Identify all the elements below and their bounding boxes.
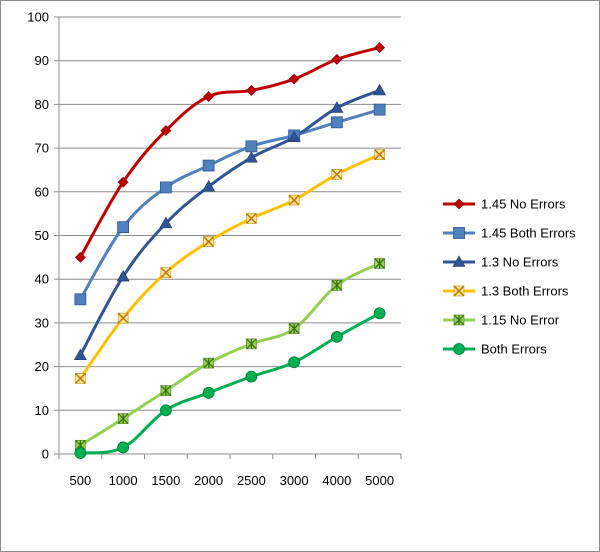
y-tick-label: 70 [35,141,49,156]
legend-marker [453,227,465,239]
y-tick-label: 50 [35,228,49,243]
data-point [330,101,344,113]
data-point [74,293,87,306]
data-point [288,194,300,206]
x-tick-label: 1500 [151,473,180,488]
data-point [160,267,172,279]
data-point [331,279,343,291]
legend-label: Both Errors [481,342,547,357]
data-point [202,386,215,399]
data-point [245,370,258,383]
data-point [160,125,172,137]
legend-entry: 1.3 No Errors [443,255,559,270]
legend-entry: 1.45 Both Errors [443,226,576,241]
data-point [373,307,386,320]
data-point [74,447,87,460]
x-tick-label: 1000 [109,473,138,488]
data-point [245,338,257,350]
data-point [117,312,129,324]
data-point [373,103,386,116]
data-point [245,84,257,96]
y-tick-label: 100 [27,10,49,25]
data-point [373,83,387,96]
legend-marker [453,285,465,297]
legend-label: 1.45 No Errors [481,197,566,212]
data-point [202,179,216,192]
y-tick-label: 40 [35,272,49,287]
legend-label: 1.3 Both Errors [481,284,569,299]
data-point [331,168,343,180]
x-tick-label: 3000 [280,473,309,488]
data-point [159,404,172,417]
legend: 1.45 No Errors 1.45 Both Errors 1.3 No Err… [443,197,576,357]
data-point [159,181,172,194]
data-point [117,413,129,425]
data-point [117,441,130,454]
series-line-4 [78,153,382,380]
y-tick-label: 20 [35,359,49,374]
data-point [374,42,386,54]
y-tick-label: 90 [35,53,49,68]
y-tick-label: 0 [42,447,49,462]
data-point [203,236,215,248]
data-point [374,149,386,161]
data-point [116,269,130,282]
legend-marker [453,343,465,355]
axes: 0 10 20 30 40 50 60 70 80 90 100 500 1000 1500 2000 250… [27,10,402,488]
data-point [288,356,301,369]
legend-label: 1.15 No Error [481,313,560,328]
x-tick-label: 500 [70,473,92,488]
y-tick-label: 60 [35,184,49,199]
data-point [244,151,258,163]
legend-label: 1.45 Both Errors [481,226,576,241]
data-point [74,251,86,263]
data-point [117,176,129,188]
legend-marker [453,198,465,210]
legend-entry: 1.15 No Error [443,313,560,328]
legend-entry: Both Errors [443,342,547,357]
data-point [245,212,257,224]
legend-label: 1.3 No Errors [481,255,559,270]
legend-entry: 1.3 Both Errors [443,284,569,299]
data-point [73,348,87,361]
y-tick-label: 30 [35,315,49,330]
y-tick-label: 80 [35,97,49,112]
data-point [287,130,301,142]
data-point [160,385,172,397]
data-point [374,258,386,269]
x-tick-label: 2500 [237,473,266,488]
data-point [203,91,215,102]
x-tick-label: 4000 [322,473,351,488]
data-point [159,216,173,229]
data-point [117,221,130,234]
x-tick-label: 5000 [365,473,394,488]
data-point [330,330,343,343]
data-point [203,357,215,369]
data-point [74,372,86,384]
legend-marker [453,314,465,326]
legend-marker [452,255,466,267]
y-tick-label: 10 [35,403,49,418]
x-tick-label: 2000 [194,473,223,488]
series-markers [73,42,387,460]
data-point [288,73,300,85]
data-point [202,159,215,172]
legend-entry: 1.45 No Errors [443,197,566,212]
data-point [288,323,300,335]
data-point [330,116,343,129]
data-point [331,53,343,65]
data-point [245,140,258,153]
